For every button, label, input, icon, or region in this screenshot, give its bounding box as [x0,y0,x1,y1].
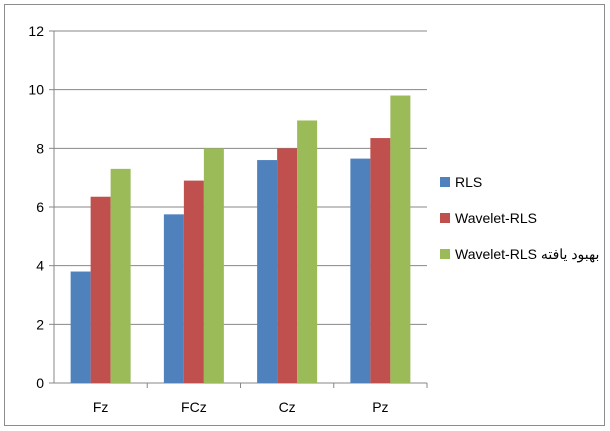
y-tick-label: 0 [36,375,44,391]
legend-label: Wavelet-RLS بهبود یافته [455,246,599,263]
bar [203,148,224,383]
legend-label: RLS [455,174,482,190]
bar [257,160,278,383]
x-tick-label: FCz [181,399,207,415]
x-tick-label: Pz [372,399,388,415]
bar [350,158,371,383]
legend-label: Wavelet-RLS [455,210,537,226]
bar [277,148,298,383]
bar [70,271,91,383]
y-tick-label: 2 [36,316,44,332]
y-tick-label: 4 [36,258,44,274]
bar [110,168,131,383]
legend-swatch [440,249,450,259]
bars [70,95,411,384]
x-tick-label: Cz [279,399,296,415]
x-tick-labels: Fz FCz Cz Pz [93,399,389,415]
legend-swatch [440,213,450,223]
bar [163,214,184,383]
bar [390,95,411,384]
axes [49,30,428,388]
y-tick-label: 6 [36,199,44,215]
bar [90,196,111,383]
legend: RLS Wavelet-RLS Wavelet-RLS بهبود یافته [440,174,599,263]
y-tick-label: 10 [28,82,44,98]
y-tick-label: 8 [36,140,44,156]
y-tick-labels: 0 2 4 6 8 10 12 [28,23,44,391]
bar [370,138,391,383]
legend-swatch [440,177,450,187]
x-tick-label: Fz [93,399,109,415]
y-tick-label: 12 [28,23,44,39]
bar [297,120,318,383]
bar [183,180,204,383]
